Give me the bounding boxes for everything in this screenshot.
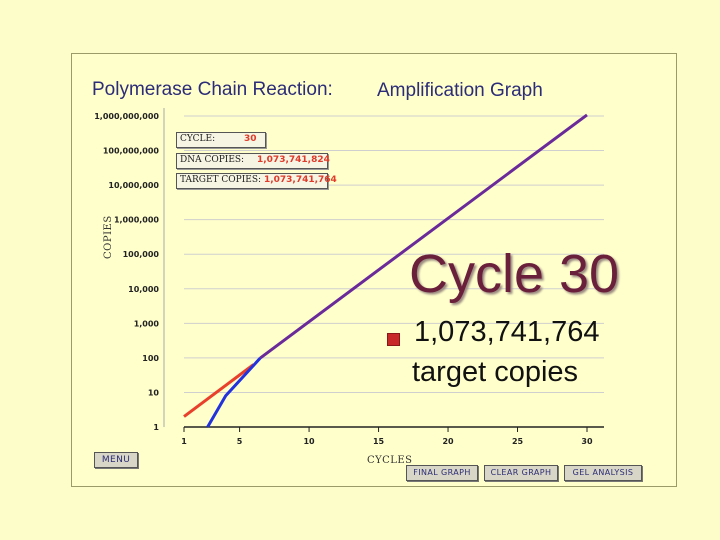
target-copies-label: TARGET COPIES: xyxy=(180,175,262,185)
series-line-1 xyxy=(183,363,255,418)
y-tick-label: 100,000,000 xyxy=(103,147,160,156)
bullet-icon xyxy=(387,333,400,346)
x-tick-label: 10 xyxy=(303,437,315,446)
y-tick-label: 10,000,000 xyxy=(108,181,159,190)
graph-panel: Polymerase Chain Reaction: Amplification… xyxy=(71,53,677,487)
x-axis-label: CYCLES xyxy=(367,455,413,466)
cycle-label: CYCLE: xyxy=(180,134,216,144)
cycle-heading: Cycle 30 xyxy=(409,244,620,304)
chart-title-part1: Polymerase Chain Reaction: xyxy=(92,79,333,100)
y-tick-label: 100 xyxy=(142,354,159,363)
series-lines xyxy=(183,113,588,428)
y-tick-label: 1,000,000 xyxy=(114,216,159,225)
dna-copies-box: DNA COPIES: 1,073,741,824 xyxy=(176,153,330,169)
series-line-3 xyxy=(259,113,588,360)
x-tick-label: 15 xyxy=(373,437,385,446)
cycle-info-box: CYCLE: 30 xyxy=(176,132,266,148)
y-axis-label: COPIES xyxy=(103,215,114,259)
target-copies-count: 1,073,741,764 xyxy=(414,316,600,348)
y-tick-labels: 1 10 100 1,000 10,000 100,000 1,000,000 10,000,… xyxy=(94,112,159,432)
series-line-2 xyxy=(206,356,262,428)
cycle-value: 30 xyxy=(244,134,257,144)
x-tick-label: 25 xyxy=(512,437,524,446)
x-tick-label: 20 xyxy=(442,437,454,446)
target-copies-box: TARGET COPIES: 1,073,741,764 xyxy=(176,173,337,189)
final-graph-button[interactable]: FINAL GRAPH xyxy=(406,465,478,481)
chart-title-part2: Amplification Graph xyxy=(377,80,543,101)
y-tick-label: 10 xyxy=(148,388,160,397)
clear-graph-button[interactable]: CLEAR GRAPH xyxy=(484,465,558,481)
target-copies-value: 1,073,741,764 xyxy=(263,175,337,185)
x-tick-labels: 1 5 10 15 20 25 30 xyxy=(181,427,593,446)
y-tick-label: 1,000,000,000 xyxy=(94,112,159,121)
y-tick-label: 1,000 xyxy=(134,319,160,328)
x-tick-label: 30 xyxy=(581,437,593,446)
y-tick-label: 1 xyxy=(153,423,159,432)
y-tick-label: 10,000 xyxy=(128,285,159,294)
gel-analysis-button[interactable]: GEL ANALYSIS xyxy=(564,465,642,481)
dna-copies-label: DNA COPIES: xyxy=(180,155,245,165)
x-tick-label: 5 xyxy=(237,437,243,446)
x-tick-label: 1 xyxy=(181,437,187,446)
dna-copies-value: 1,073,741,824 xyxy=(256,155,330,165)
target-copies-caption: target copies xyxy=(412,356,579,388)
y-tick-label: 100,000 xyxy=(123,250,160,259)
menu-button[interactable]: MENU xyxy=(94,452,138,468)
